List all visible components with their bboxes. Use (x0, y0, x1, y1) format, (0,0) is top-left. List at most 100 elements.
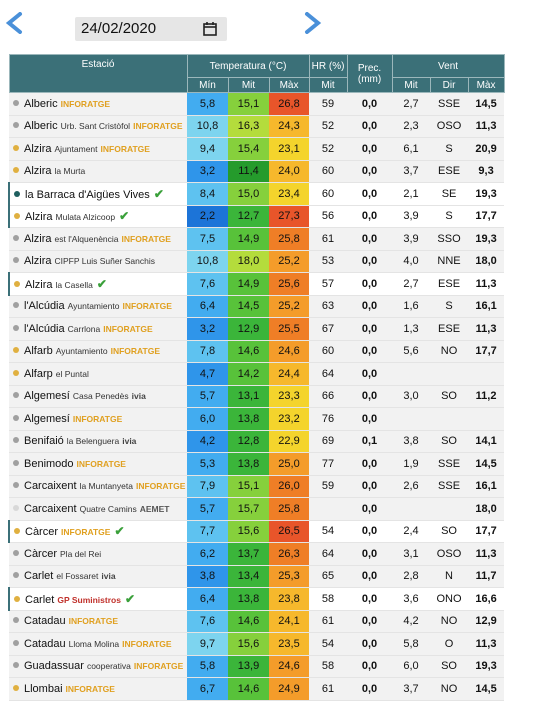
wind-dir: NO (430, 610, 469, 633)
status-dot (13, 167, 19, 174)
station-name: Alfarb (24, 345, 53, 358)
station-row[interactable]: Càrcer Pla del Rei 6,2 13,7 26,3 64 0,0 3,1 OSO 1… (9, 542, 505, 566)
wind-dir: SSE (430, 475, 469, 498)
station-location: Lloma Molina (68, 638, 120, 649)
header: Estació (8, 54, 188, 93)
station-row[interactable]: Alzira CIPFP Luis Suñer Sanchis 10,8 18,0 25… (9, 250, 505, 273)
status-dot (13, 572, 19, 579)
station-row[interactable]: Alzira Ajuntament INFORATGE 9,4 15,4 23,1 52 0,… (9, 137, 505, 161)
status-dot (13, 662, 19, 669)
wind-max: 14,1 (468, 430, 505, 453)
temp-max: 25,6 (269, 272, 310, 296)
wind-dir: ESE (430, 272, 469, 296)
station-row[interactable]: Llombai INFORATGE 6,7 14,6 24,9 61 0,0 3,7 NO 14,… (9, 677, 505, 701)
station: Algemesí INFORATGE (9, 407, 187, 431)
status-dot (13, 414, 19, 421)
temp-mean: 12,7 (228, 205, 269, 228)
station: Alfarp el Puntal (9, 362, 187, 386)
wind-dir: SO (430, 655, 469, 678)
station-row[interactable]: Benimodo INFORATGE 5,3 13,8 25,0 77 0,0 1,9 SSE 1… (9, 452, 505, 476)
temp-mean: 12,9 (228, 317, 269, 341)
precipitation: 0,0 (347, 385, 393, 408)
verified-check: ✔ (96, 276, 107, 291)
precipitation: 0,0 (347, 362, 393, 386)
temp-max: 23,4 (269, 182, 310, 206)
station-row[interactable]: Carlet GP Suministros ✔ 6,4 13,8 23,8 58 0,0 3,6… (8, 587, 505, 611)
date-input[interactable]: 24/02/2020 (75, 17, 227, 41)
page: 24/02/2020 Estació Temperatura (°C) HR (%)… (5, 12, 505, 701)
station-row[interactable]: Càrcer INFORATGE ✔ 7,7 15,6 26,5 54 0,0 2,4 SO 17,… (8, 520, 505, 543)
wind-max: 17,7 (468, 520, 505, 543)
station-row[interactable]: Catadau Lloma Molina INFORATGE 9,7 15,6 23,5 5… (9, 632, 505, 656)
network-tag: INFORATGE (135, 481, 186, 492)
precipitation: 0,0 (347, 542, 393, 566)
temp-mean: 13,7 (228, 542, 269, 566)
station: Carlet GP Suministros ✔ (8, 587, 187, 611)
sub-header: Mit (308, 77, 348, 93)
station-row[interactable]: Alzira la Murta 3,2 11,4 24,0 60 0,0 3,7 ESE 9,3 (9, 160, 505, 183)
header: Prec. (mm) (346, 54, 393, 93)
precipitation: 0,0 (347, 407, 393, 431)
temp-max: 23,8 (269, 587, 310, 611)
station: la Barraca d'Aigües Vives ✔ (8, 182, 187, 206)
temp-max: 26,0 (269, 475, 310, 498)
wind-mean: 6,1 (392, 137, 431, 161)
station-location: Quatre Camins (79, 503, 137, 514)
station-row[interactable]: Algemesí INFORATGE 6,0 13,8 23,2 76 0,0 (9, 407, 505, 431)
station: Carcaixent la Muntanyeta INFORATGE (9, 475, 187, 498)
station-row[interactable]: Alzira Mulata Alzicoop ✔ 2,2 12,7 27,3 56 0,0 3,… (8, 205, 505, 228)
station-row[interactable]: la Barraca d'Aigües Vives ✔ 8,4 15,0 23,4 60 0… (8, 182, 505, 206)
wind-max: 19,3 (468, 182, 505, 206)
station-location: la Casella (55, 279, 93, 290)
next-day[interactable] (302, 12, 322, 34)
temp-mean: 15,6 (228, 520, 269, 543)
station: Càrcer INFORATGE ✔ (8, 520, 187, 543)
station-name: Alzira (24, 165, 52, 178)
temp-min: 9,7 (187, 632, 228, 656)
station-location: Ajuntament (54, 143, 98, 154)
temp-max: 25,2 (269, 250, 310, 273)
station-row[interactable]: Alberic Urb. Sant Cristòfol INFORATGE 10,8 1… (9, 115, 505, 138)
station-row[interactable]: Carcaixent la Muntanyeta INFORATGE 7,9 15,1 2… (9, 475, 505, 498)
station-name: Alzira (24, 142, 52, 155)
temp-mean: 14,9 (228, 272, 269, 296)
calendar-icon[interactable] (203, 21, 217, 36)
prev-day[interactable] (5, 12, 25, 34)
temp-mean: 14,6 (228, 610, 269, 633)
station-row[interactable]: Algemesí Casa Penedès ivia 5,7 13,1 23,3 66 0,0… (9, 385, 505, 408)
station-location: Ayuntamiento (67, 301, 120, 312)
station-row[interactable]: Carcaixent Quatre Camins AEMET 5,7 15,7 25,8 0… (9, 497, 505, 521)
station-row[interactable]: Alzira la Casella ✔ 7,6 14,9 25,6 57 0,0 2,7 ESE 1… (8, 272, 505, 296)
station-row[interactable]: Catadau INFORATGE 7,6 14,6 24,1 61 0,0 4,2 NO 12,… (9, 610, 505, 633)
precipitation: 0,0 (347, 475, 393, 498)
wind-max: 11,3 (468, 632, 505, 656)
temp-min: 5,8 (187, 655, 228, 678)
station-row[interactable]: Alfarp el Puntal 4,7 14,2 24,4 64 0,0 (9, 362, 505, 386)
station-row[interactable]: l'Alcúdia Ayuntamiento INFORATGE 6,4 14,5 25,… (9, 295, 505, 318)
humidity: 54 (309, 520, 348, 543)
station-row[interactable]: Alfarb Ayuntamiento INFORATGE 7,8 14,6 24,6 60… (9, 340, 505, 363)
wind-dir: SE (430, 182, 469, 206)
station-row[interactable]: l'Alcúdia Carrlona INFORATGE 3,2 12,9 25,5 67 0… (9, 317, 505, 341)
wind-mean: 5,6 (392, 340, 431, 363)
wind-dir: SO (430, 430, 469, 453)
temp-max: 26,3 (269, 542, 310, 566)
wind-mean: 3,9 (392, 227, 431, 251)
humidity: 61 (309, 677, 348, 701)
station-row[interactable]: Benifaió la Belenguera ivia 4,2 12,8 22,9 69 0,… (9, 430, 505, 453)
network-tag: INFORATGE (68, 616, 119, 627)
station-row[interactable]: Carlet el Fossaret ivia 3,8 13,4 25,3 65 0,0 2,8… (9, 565, 505, 588)
network-tag: INFORATGE (122, 638, 172, 649)
station-row[interactable]: Alberic INFORATGE 5,8 15,1 26,8 59 0,0 2,7 SSE 14… (9, 92, 505, 116)
temp-min: 2,2 (187, 205, 228, 228)
precipitation: 0,0 (347, 137, 393, 161)
station: Alberic Urb. Sant Cristòfol INFORATGE (9, 115, 187, 138)
wind-max: 11,7 (468, 565, 505, 588)
temp-max: 24,6 (269, 655, 310, 678)
station-row[interactable]: Guadassuar cooperativa INFORATGE 5,8 13,9 24,… (9, 655, 505, 678)
station-row[interactable]: Alzira est l'Alquenència INFORATGE 7,5 14,9 2… (9, 227, 505, 251)
humidity: 61 (309, 610, 348, 633)
status-dot (13, 257, 19, 264)
humidity: 52 (309, 115, 348, 138)
stations-table: Estació Temperatura (°C) HR (%) Prec. (mm) V… (8, 54, 505, 701)
